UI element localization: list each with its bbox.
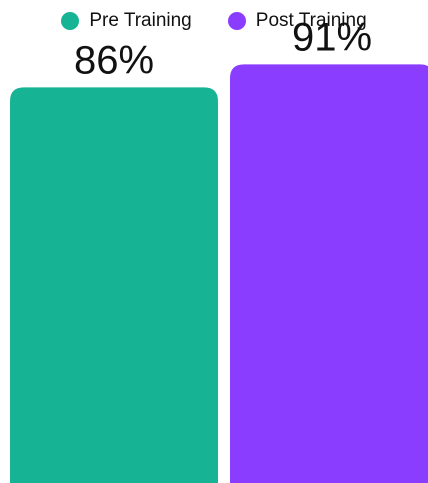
legend-swatch-post-training (227, 12, 246, 30)
legend-label-post-training: Post Training (255, 10, 367, 31)
bar-pre-training (10, 87, 218, 483)
legend-swatch-pre-training (61, 12, 80, 30)
chart-legend: Pre Training Post Training (0, 10, 428, 32)
bar-post-training (230, 64, 428, 483)
legend-item-post-training: Post Training (227, 10, 367, 32)
data-label-post-training: 91% (292, 15, 372, 59)
data-label-pre-training: 86% (74, 38, 154, 82)
legend-item-pre-training: Pre Training (61, 10, 192, 32)
legend-label-pre-training: Pre Training (89, 10, 192, 31)
